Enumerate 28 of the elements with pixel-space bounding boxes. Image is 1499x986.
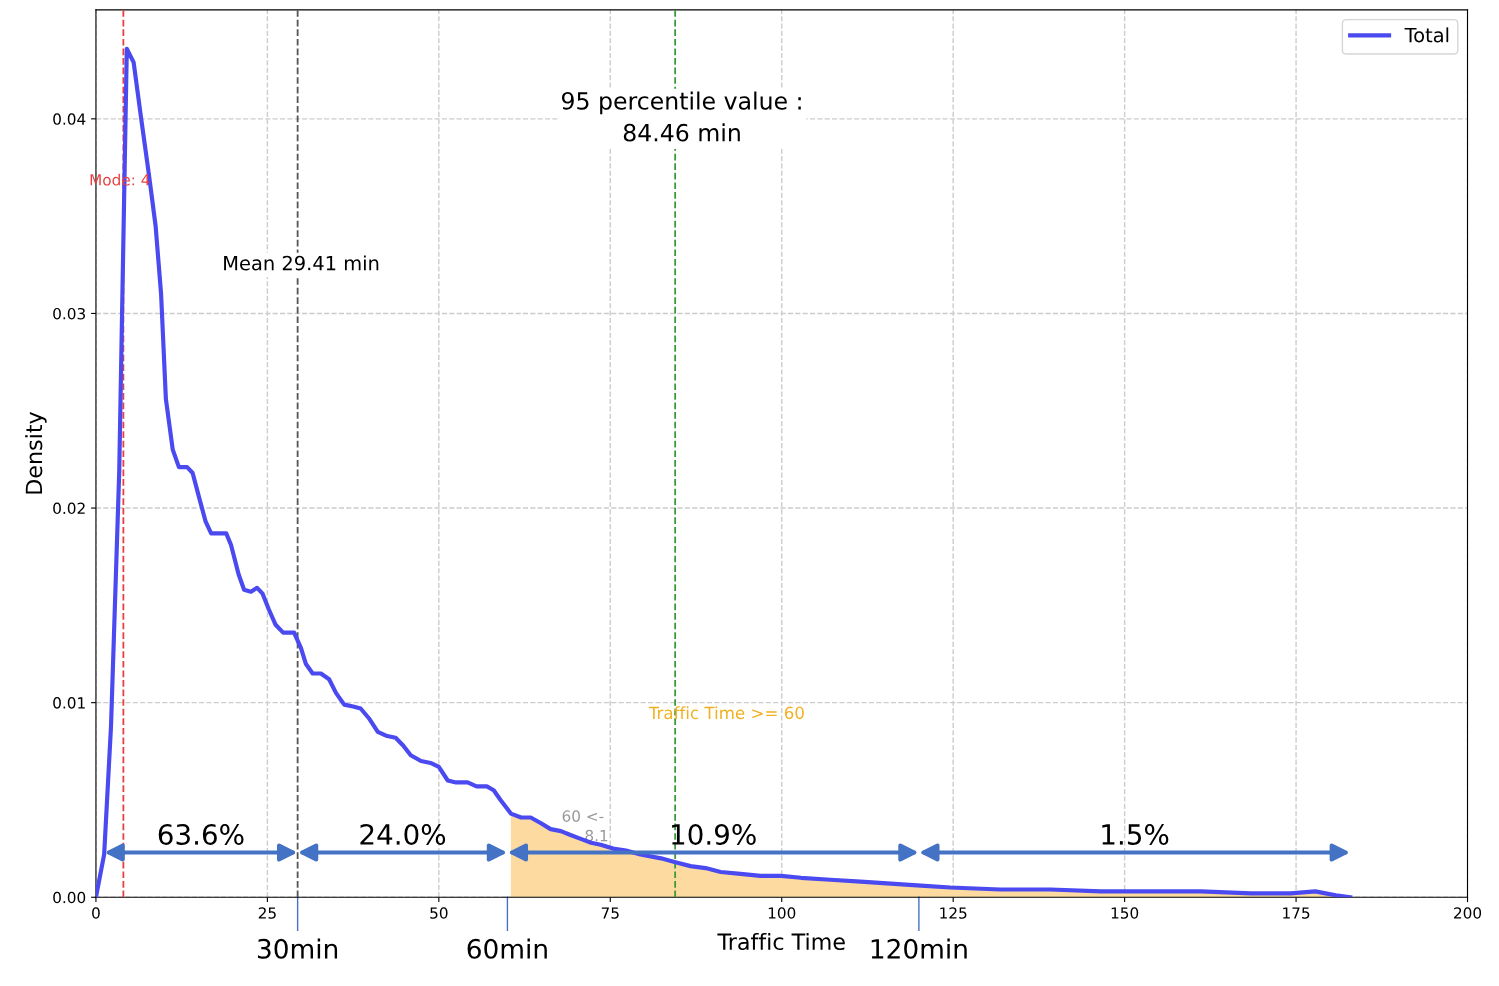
x-tick-label: 150	[1111, 907, 1139, 919]
y-axis-title: Density	[25, 411, 47, 494]
annotation: 60min	[467, 938, 547, 959]
ref-line-label: Mean 29.41 min	[224, 255, 379, 271]
annotation: 24.0%	[360, 823, 446, 845]
y-tick-label: 0.04	[53, 113, 86, 125]
x-tick-label: 75	[601, 907, 619, 919]
annotation: 10.9%	[672, 823, 756, 845]
x-tick-label: 0	[92, 907, 100, 919]
y-tick-label: 0.00	[53, 891, 86, 904]
x-tick-label: 175	[1283, 907, 1310, 919]
annotation: Traffic Time >= 60	[648, 706, 804, 720]
x-tick-label: 100	[768, 907, 796, 919]
x-tick-label: 125	[940, 907, 967, 919]
annotation: 60 <-	[562, 810, 604, 822]
y-tick-label: 0.03	[53, 307, 85, 320]
x-tick-label: 50	[430, 907, 448, 919]
x-axis-title: Traffic Time	[717, 932, 845, 951]
legend-label: Total	[1404, 27, 1449, 43]
y-tick-label: 0.02	[53, 502, 85, 515]
x-tick-label: 25	[258, 907, 276, 919]
annotation: 63.6%	[158, 823, 244, 845]
y-tick-label: 0.01	[53, 697, 85, 709]
annotation: 120min	[871, 938, 967, 959]
x-tick-label: 200	[1454, 907, 1482, 919]
annotation: 30min	[257, 938, 338, 959]
annotation: 1.5%	[1102, 823, 1169, 845]
ref-line-label: 95 percentile value : 84.46 min	[561, 91, 801, 142]
